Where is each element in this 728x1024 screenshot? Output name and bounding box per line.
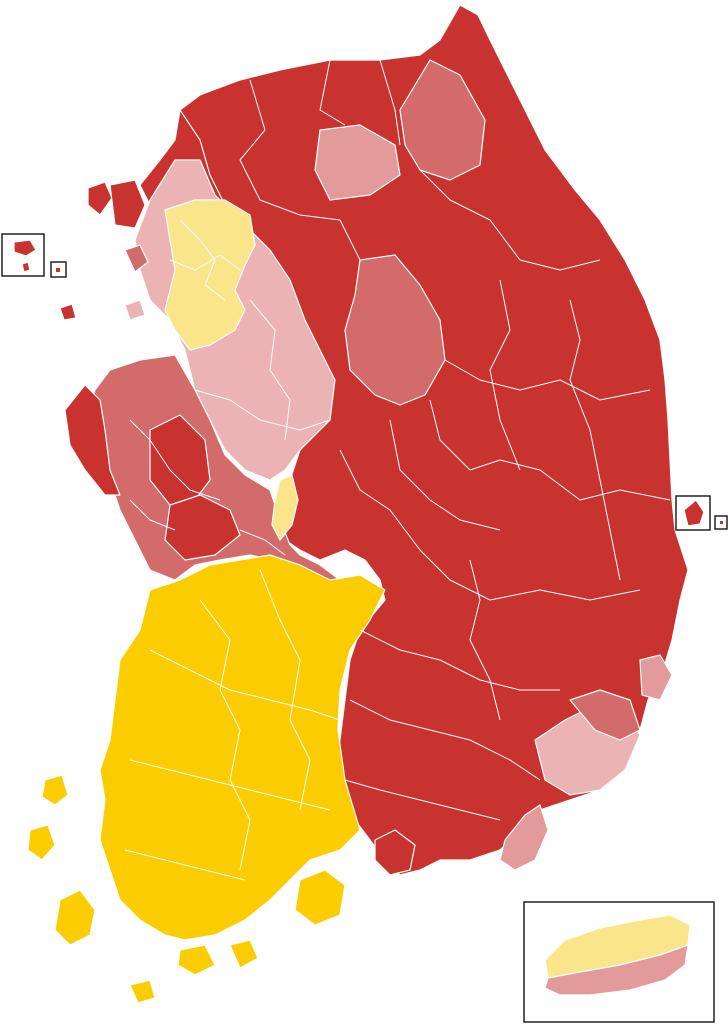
inset-ulleungdo [683, 499, 705, 527]
region-west-island-3 [59, 303, 77, 321]
region-jeolla-islands-3 [41, 774, 69, 806]
region-seoul [164, 199, 256, 351]
inset-dokdo [720, 521, 723, 524]
region-jeolla-islands-5 [229, 939, 259, 969]
ulleungdo-inset [675, 495, 728, 531]
region-geoje [499, 804, 549, 871]
region-jeolla [99, 554, 386, 941]
region-jeolla-islands-1 [54, 889, 96, 946]
inset-island-baengnyeong [13, 239, 37, 257]
inset-island-small-2 [56, 268, 60, 272]
region-jeolla-islands-4 [177, 944, 216, 976]
region-jeolla-islands-2 [27, 824, 56, 861]
region-ulsan-medium [569, 689, 641, 741]
region-jeolla-islands-7 [129, 979, 156, 1004]
region-west-island-5 [124, 244, 149, 273]
region-namhae [374, 829, 416, 876]
district-boundaries [124, 59, 671, 881]
region-chungnam-dark-2 [149, 414, 211, 506]
region-west-island-1 [87, 181, 113, 216]
region-north-light [314, 124, 401, 201]
west-sea-islands-inset [1, 233, 67, 278]
region-east-coast-light [639, 654, 673, 701]
region-west-island-2 [109, 179, 146, 229]
region-chungnam-dark-1 [64, 384, 121, 496]
region-west-island-4 [124, 299, 146, 321]
inset-jeju-south [544, 944, 689, 996]
jeju-inset [523, 901, 715, 1023]
region-chungbuk-medium [344, 254, 446, 406]
region-chungnam-dark-3 [164, 494, 241, 561]
region-north-medium [399, 59, 486, 181]
inset-island-small-1 [21, 261, 31, 273]
region-jeolla-islands-6 [294, 869, 346, 926]
region-daejeon [271, 474, 299, 541]
